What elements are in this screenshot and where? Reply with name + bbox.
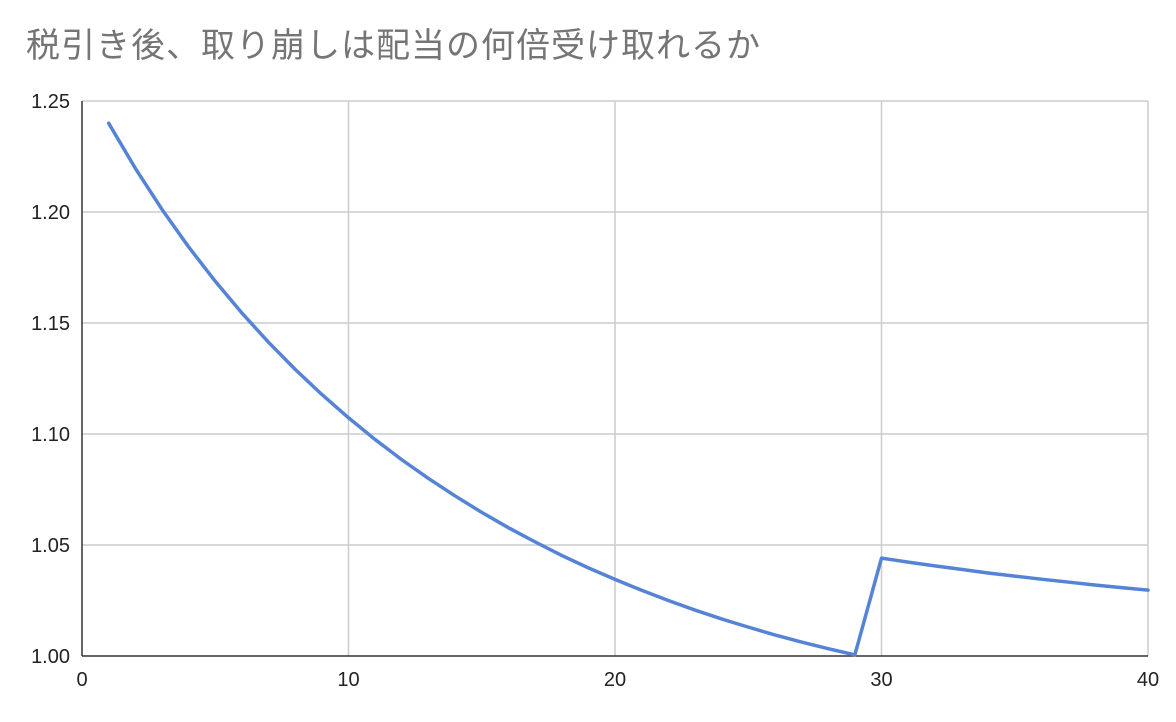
tick-labels: 1.00 1.05 1.10 1.15 1.20 1.25 0 10 20 30 40	[31, 91, 1159, 691]
x-tick-label: 20	[604, 669, 626, 691]
y-tick-label: 1.10	[31, 424, 70, 446]
x-tick-label: 30	[870, 669, 892, 691]
y-tick-label: 1.05	[31, 535, 70, 557]
y-tick-label: 1.15	[31, 313, 70, 335]
y-tick-label: 1.20	[31, 202, 70, 224]
y-tick-label: 1.25	[31, 91, 70, 113]
x-tick-label: 0	[76, 669, 87, 691]
x-tick-label: 40	[1137, 669, 1159, 691]
axes	[81, 101, 1148, 657]
series-line	[106, 121, 1150, 657]
x-tick-label: 10	[337, 669, 359, 691]
series-layer	[106, 121, 1150, 657]
chart-title: 税引き後、取り崩しは配当の何倍受け取れるか	[26, 26, 761, 66]
grid-lines	[82, 100, 1149, 656]
y-tick-label: 1.00	[31, 646, 70, 668]
